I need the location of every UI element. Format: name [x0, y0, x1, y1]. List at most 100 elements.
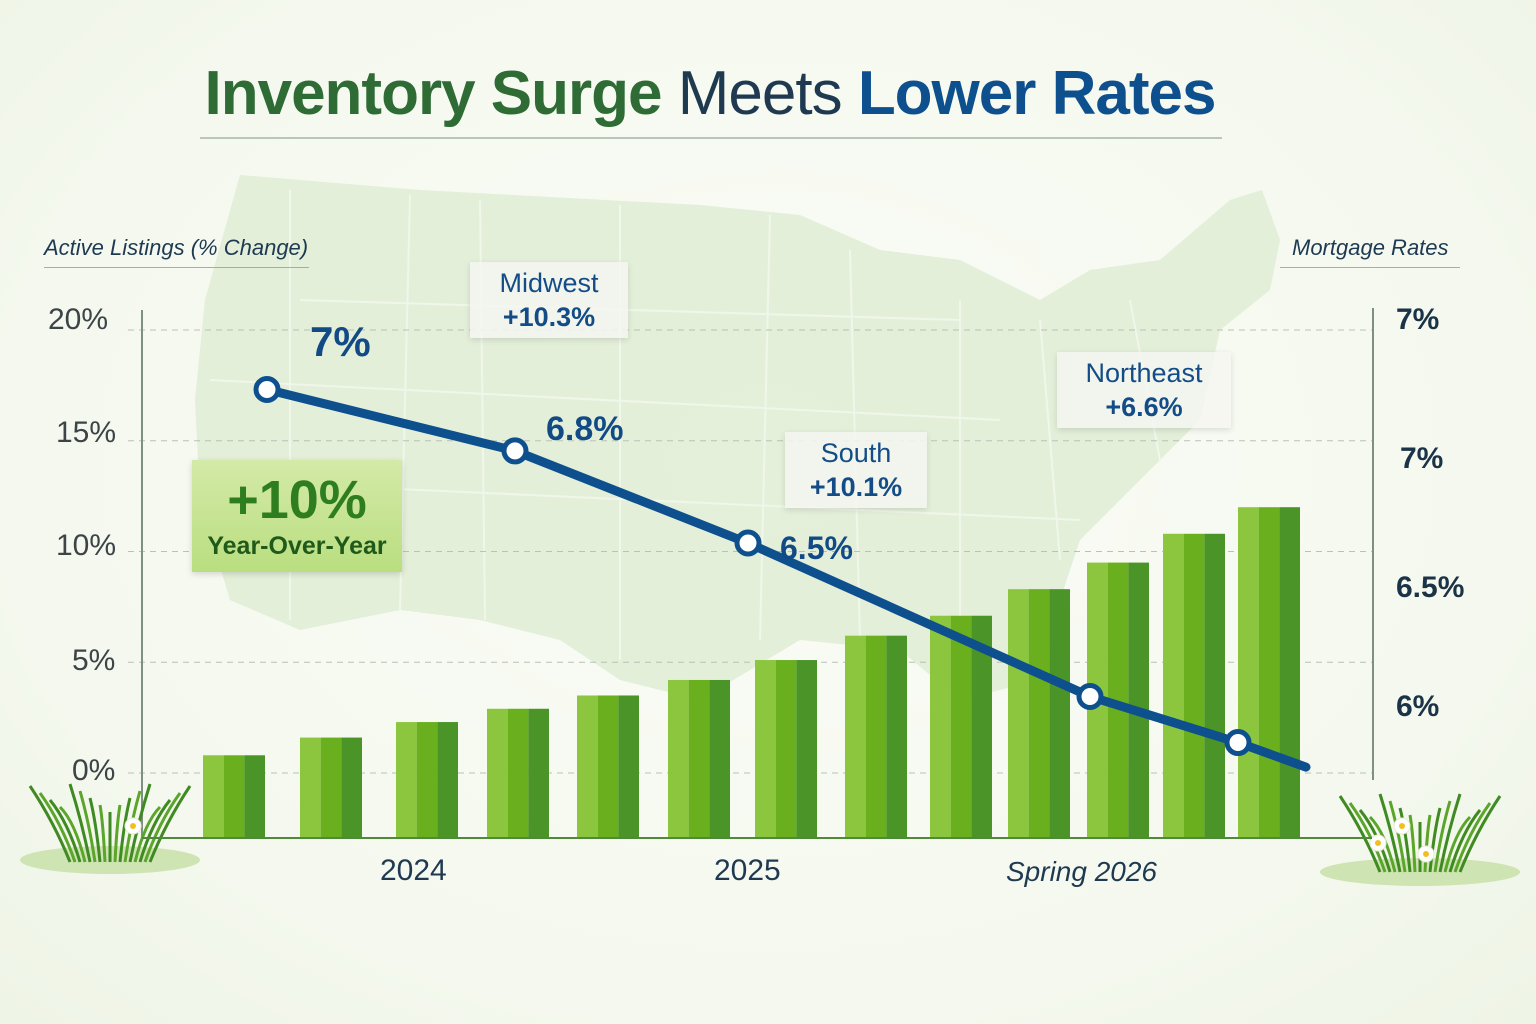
- grass-left-icon: [113, 804, 122, 863]
- callout-region: Northeast: [1085, 358, 1203, 388]
- bar: [223, 755, 245, 838]
- grass-right-icon: [1398, 807, 1412, 873]
- flower-center-icon: [1423, 851, 1429, 857]
- bar: [775, 660, 797, 838]
- bar: [1279, 507, 1300, 838]
- flower-center-icon: [1375, 840, 1381, 846]
- bar: [845, 635, 866, 838]
- grass-left-icon: [138, 799, 172, 863]
- callout-yoy: +10% Year-Over-Year: [192, 460, 402, 572]
- grass-right-icon: [1423, 814, 1432, 873]
- rate-point-label: 6.8%: [546, 410, 624, 448]
- bar: [1049, 589, 1070, 838]
- grass-right-icon: [1378, 793, 1402, 873]
- callout-value: +6.6%: [1105, 392, 1183, 422]
- title-part-3: Lower Rates: [857, 59, 1217, 128]
- x-label: 2024: [380, 854, 447, 887]
- bar: [709, 679, 730, 838]
- bar: [203, 755, 224, 838]
- bar: [950, 615, 972, 838]
- title-divider: [200, 137, 1222, 139]
- bar: [244, 755, 265, 838]
- bar: [1107, 562, 1129, 838]
- right-axis-title-rule: [1280, 267, 1460, 268]
- x-label: Spring 2026: [1006, 856, 1158, 887]
- rate-point-label: 7%: [310, 318, 371, 365]
- grass-left-icon: [98, 804, 107, 863]
- grass-right-icon: [1348, 802, 1387, 873]
- grass-right-icon: [1433, 800, 1452, 873]
- bar: [1128, 562, 1149, 838]
- rate-point-label: 6.5%: [780, 530, 853, 566]
- bar: [755, 660, 776, 838]
- bar: [487, 708, 508, 838]
- bar: [618, 695, 639, 838]
- bar: [865, 635, 887, 838]
- yoy-label: Year-Over-Year: [207, 532, 387, 560]
- right-tick-label: 7%: [1400, 442, 1444, 475]
- bar: [930, 615, 951, 838]
- rate-point: [501, 437, 529, 465]
- left-axis-title-rule: [44, 267, 309, 268]
- y-tick-label: 20%: [48, 303, 109, 336]
- bar: [1183, 533, 1205, 838]
- bar: [507, 708, 529, 838]
- rate-point: [253, 376, 281, 403]
- bar: [528, 708, 549, 838]
- bar: [1028, 589, 1050, 838]
- bar: [597, 695, 619, 838]
- right-tick-label: 6%: [1396, 690, 1440, 723]
- callout-value: +10.3%: [502, 302, 596, 332]
- bar: [688, 679, 710, 838]
- grass-left-icon: [88, 797, 102, 863]
- bar: [437, 722, 458, 838]
- grass-left-icon: [28, 785, 72, 863]
- grass-right-icon: [1448, 809, 1482, 873]
- grass-left-icon: [58, 805, 87, 863]
- y-tick-label: 0%: [72, 754, 116, 787]
- bar: [796, 660, 817, 838]
- callout-midwest: Midwest +10.3%: [470, 262, 628, 338]
- bar: [1258, 507, 1280, 838]
- grass-right-icon: [1453, 802, 1492, 873]
- title-part-1: Inventory Surge: [204, 59, 663, 128]
- bar: [971, 615, 992, 838]
- right-tick-label: 6.5%: [1396, 571, 1465, 604]
- grass-left-icon: [143, 792, 182, 863]
- callout-south: South +10.1%: [785, 432, 927, 508]
- y-tick-label: 10%: [56, 529, 117, 562]
- grass-right-icon: [1458, 795, 1502, 873]
- grass-right-icon: [1338, 795, 1382, 873]
- bar: [1163, 533, 1184, 838]
- grass-right-icon: [1408, 814, 1417, 873]
- yoy-value: +10%: [227, 470, 367, 530]
- bar: [577, 695, 598, 838]
- grass-left-icon: [133, 805, 162, 863]
- flower-center-icon: [130, 823, 136, 829]
- title-part-2: Meets: [677, 59, 843, 128]
- y-tick-label: 15%: [56, 416, 117, 449]
- callout-northeast: Northeast +6.6%: [1057, 352, 1231, 428]
- rate-point: [1076, 683, 1104, 710]
- grass-right-icon: [1428, 807, 1442, 873]
- callout-region: Midwest: [499, 268, 599, 298]
- grass-right-icon: [1388, 800, 1407, 873]
- bar: [341, 737, 362, 838]
- bar: [668, 679, 689, 838]
- left-axis-title: Active Listings (% Change): [44, 235, 309, 260]
- callout-region: South: [820, 438, 892, 468]
- grass-right-icon: [1438, 793, 1462, 873]
- rate-point: [734, 529, 762, 557]
- bar: [886, 635, 907, 838]
- page-title: Inventory Surge Meets Lower Rates: [0, 58, 1420, 129]
- callout-value: +10.1%: [809, 472, 903, 502]
- flower-center-icon: [1399, 823, 1405, 829]
- bar: [300, 737, 321, 838]
- right-axis-title: Mortgage Rates: [1292, 235, 1449, 260]
- x-label: 2025: [714, 854, 781, 887]
- grass-left-icon: [68, 783, 92, 863]
- grass-right-icon: [1443, 815, 1472, 873]
